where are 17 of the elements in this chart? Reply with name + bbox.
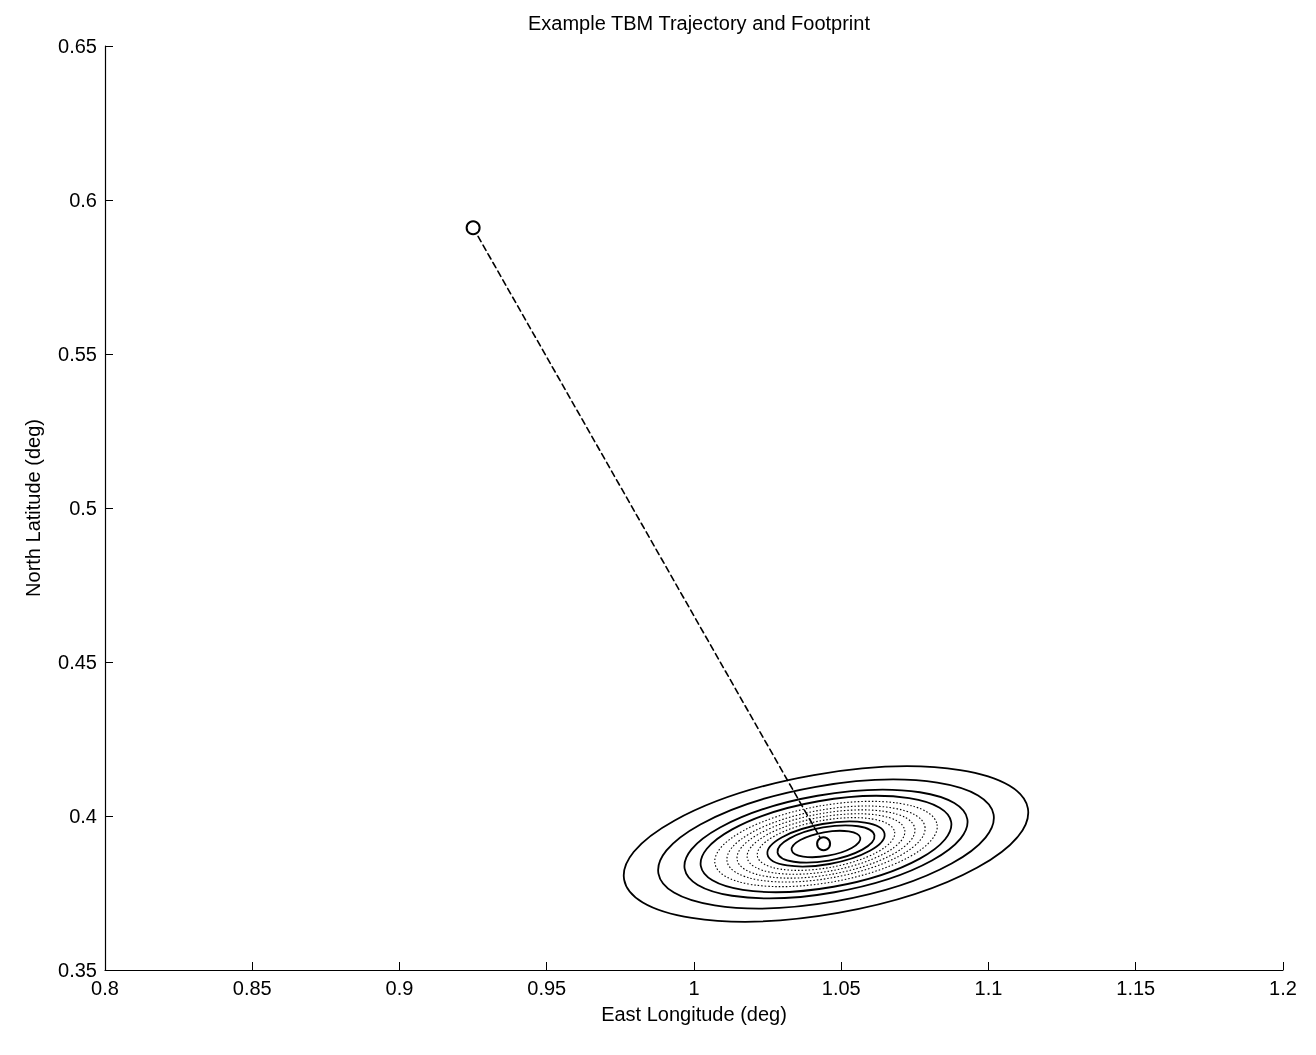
y-tick-label: 0.45 — [58, 651, 97, 673]
y-axis-title: North Latitude (deg) — [22, 419, 44, 597]
y-tick-label: 0.55 — [58, 343, 97, 365]
y-tick-label: 0.4 — [69, 805, 97, 827]
x-tick-label: 1.1 — [974, 977, 1003, 999]
chart-title: Example TBM Trajectory and Footprint — [528, 12, 871, 34]
x-tick-label: 1.2 — [1269, 977, 1297, 999]
x-tick-label: 0.95 — [527, 977, 567, 999]
x-tick-label: 1.05 — [821, 977, 861, 999]
x-axis-title: East Longitude (deg) — [601, 1003, 787, 1025]
x-tick-label: 1 — [688, 977, 700, 999]
y-tick-label: 0.5 — [69, 497, 97, 519]
y-tick-label: 0.65 — [58, 35, 97, 57]
x-tick-label: 0.9 — [385, 977, 414, 999]
y-tick-label: 0.6 — [69, 189, 97, 211]
x-tick-label: 1.15 — [1116, 977, 1156, 999]
x-tick-label: 0.85 — [232, 977, 272, 999]
